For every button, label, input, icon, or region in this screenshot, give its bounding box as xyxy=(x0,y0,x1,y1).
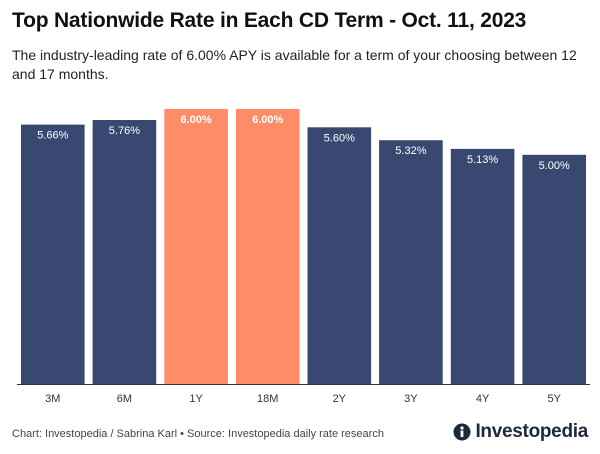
data-label-1y: 6.00% xyxy=(180,114,211,126)
x-tick-label-1y: 1Y xyxy=(189,393,203,405)
data-label-3y: 5.32% xyxy=(395,145,426,157)
bar-3m xyxy=(21,124,85,384)
bar-5y xyxy=(522,154,586,384)
data-label-2y: 5.60% xyxy=(324,132,355,144)
x-tick-label-4y: 4Y xyxy=(476,393,490,405)
chart-title: Top Nationwide Rate in Each CD Term - Oc… xyxy=(12,9,527,32)
data-label-18m: 6.00% xyxy=(252,114,283,126)
bar-1y xyxy=(164,109,228,384)
data-label-4y: 5.13% xyxy=(467,154,498,166)
data-label-3m: 5.66% xyxy=(37,130,68,142)
logo-text: Investopedia xyxy=(475,421,588,442)
bar-4y xyxy=(450,148,515,384)
x-tick-label-18m: 18M xyxy=(257,393,278,405)
data-label-6m: 5.76% xyxy=(109,125,140,137)
bar-6m xyxy=(92,120,157,384)
data-label-5y: 5.00% xyxy=(539,160,570,172)
chart-subtitle: The industry-leading rate of 6.00% APY i… xyxy=(12,47,577,82)
x-tick-label-3m: 3M xyxy=(45,393,60,405)
investopedia-logo-icon xyxy=(453,423,471,441)
investopedia-logo: Investopedia xyxy=(453,421,588,443)
bar-2y xyxy=(307,127,372,385)
bar-18m xyxy=(235,109,300,384)
x-tick-label-2y: 2Y xyxy=(333,393,347,405)
source-note: Chart: Investopedia / Sabrina Karl • Sou… xyxy=(12,428,384,440)
x-tick-label-5y: 5Y xyxy=(547,393,561,405)
x-tick-label-6m: 6M xyxy=(117,393,132,405)
bar-3y xyxy=(379,140,443,384)
x-tick-label-3y: 3Y xyxy=(404,393,418,405)
